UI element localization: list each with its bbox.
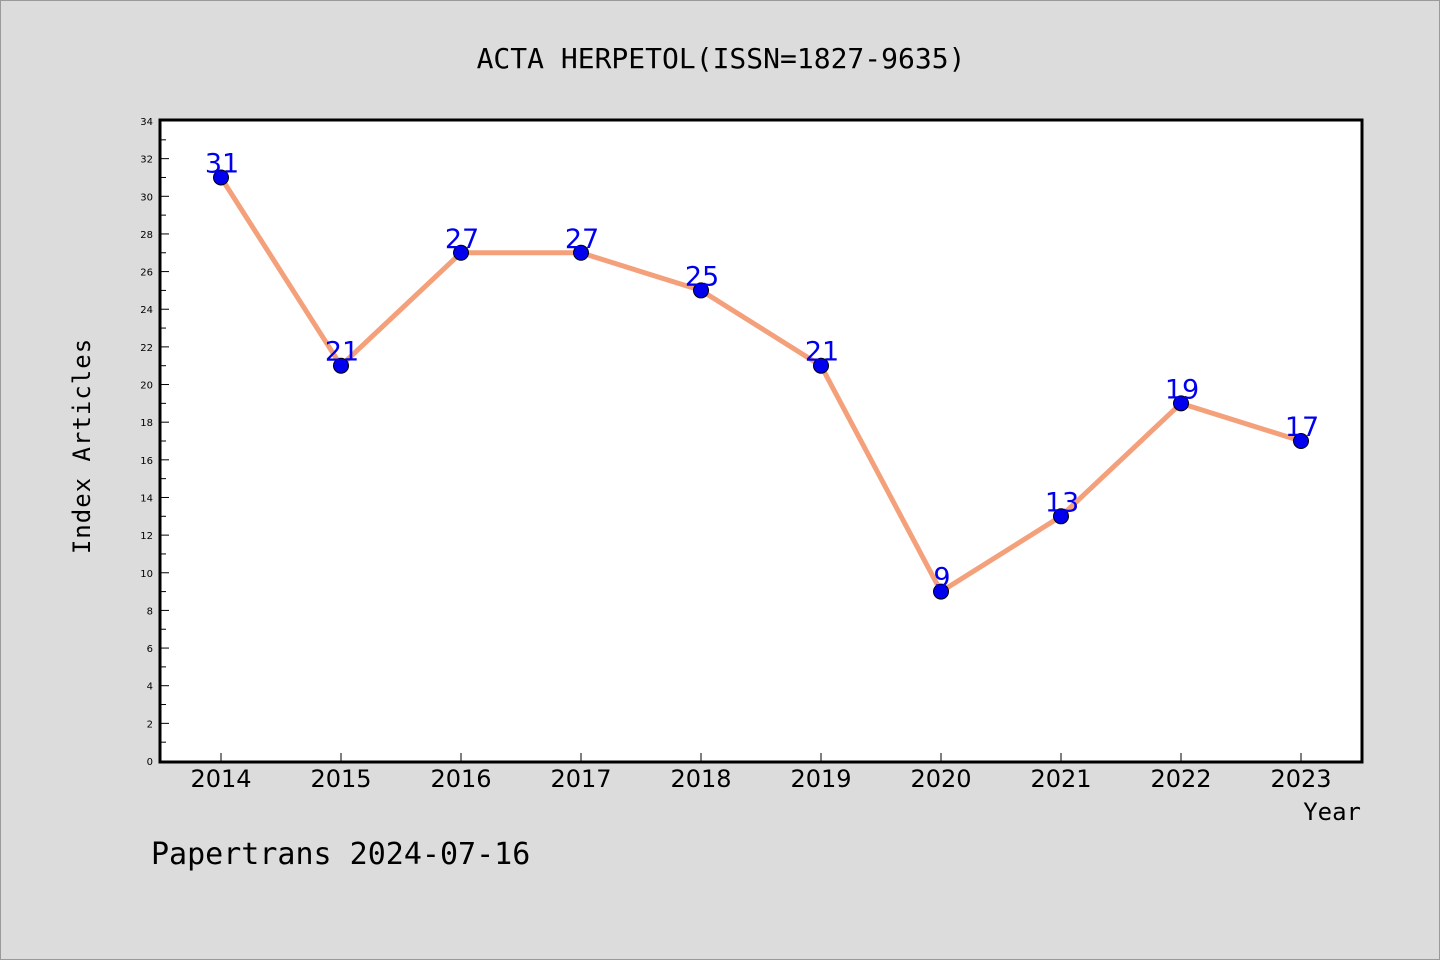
y-tick-label: 18 [140, 418, 153, 429]
y-tick-label: 6 [147, 644, 153, 655]
y-tick-label: 26 [140, 268, 153, 279]
x-tick-label: 2017 [550, 765, 611, 793]
data-point-marker [1293, 433, 1309, 449]
y-tick-label: 14 [140, 493, 153, 504]
data-point-label: 9 [933, 563, 950, 594]
x-tick-label: 2022 [1150, 765, 1211, 793]
y-tick-label: 30 [140, 192, 153, 203]
data-point-label: 13 [1045, 487, 1079, 518]
data-point-marker [333, 357, 349, 374]
data-point-marker [573, 244, 589, 261]
data-point-marker [693, 282, 709, 299]
y-tick-label: 28 [140, 230, 153, 241]
y-tick-label: 22 [140, 343, 153, 354]
data-point-label: 21 [325, 337, 359, 368]
x-tick-label: 2015 [310, 765, 371, 793]
x-tick-label: 2016 [430, 765, 491, 793]
data-point-label: 25 [685, 261, 719, 292]
x-tick-label: 2023 [1270, 765, 1331, 793]
watermark-text: Papertrans 2024-07-16 [151, 837, 530, 872]
data-point-label: 17 [1285, 412, 1319, 443]
y-tick-label: 16 [140, 456, 153, 467]
data-point-label: 31 [205, 148, 239, 179]
data-labels: 31 21 27 27 25 21 9 13 19 17 [205, 148, 1319, 593]
data-point-marker [1173, 395, 1189, 412]
y-tick-label: 10 [140, 569, 153, 580]
y-tick-label: 20 [140, 381, 153, 392]
data-point-label: 21 [805, 337, 839, 368]
chart-title: ACTA HERPETOL(ISSN=1827-9635) [477, 42, 966, 75]
y-tick-label: 8 [147, 606, 153, 617]
y-tick-label: 34 [140, 117, 153, 128]
data-point-label: 27 [445, 224, 479, 255]
data-point-label: 27 [565, 224, 599, 255]
data-point-label: 19 [1165, 374, 1199, 405]
x-tick-label: 2021 [1030, 765, 1091, 793]
series-markers [213, 169, 1309, 600]
x-tick-label: 2014 [190, 765, 251, 793]
x-axis-label: Year [1303, 798, 1361, 826]
data-point-marker [1053, 508, 1069, 525]
y-axis-label: Index Articles [68, 338, 96, 554]
y-tick-label: 24 [140, 305, 153, 316]
series-line [218, 174, 1304, 595]
x-tick-label: 2019 [790, 765, 851, 793]
y-tick-label: 12 [140, 531, 153, 542]
x-tick-label: 2018 [670, 765, 731, 793]
data-point-marker [813, 357, 829, 374]
y-tick-label: 0 [147, 757, 153, 768]
data-point-marker [213, 169, 229, 186]
plot-area [158, 118, 1364, 764]
y-tick-label: 4 [147, 682, 153, 693]
y-tick-label: 2 [147, 719, 153, 730]
data-point-marker [933, 583, 949, 600]
x-axis: 2014 2015 2016 2017 2018 2019 2020 2021 2022 2023 [190, 753, 1332, 793]
data-point-marker [453, 244, 469, 261]
x-tick-label: 2020 [910, 765, 971, 793]
y-tick-label: 32 [140, 155, 153, 166]
series-line-group [218, 174, 1304, 595]
